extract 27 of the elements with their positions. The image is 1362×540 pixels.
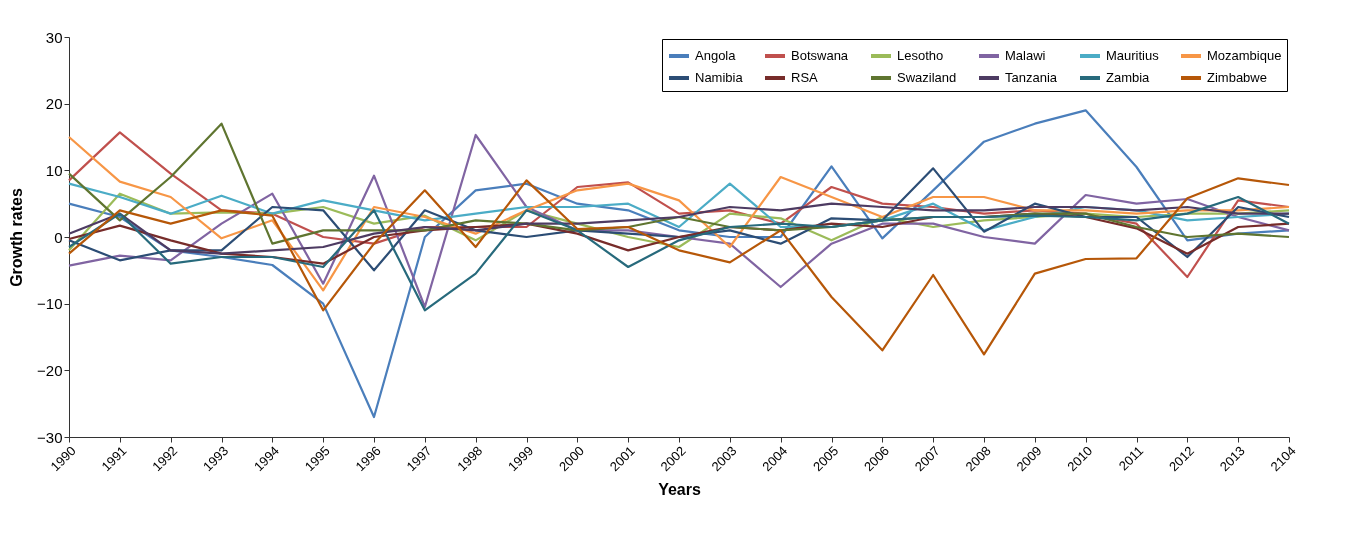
y-tick-label: 20 bbox=[45, 95, 63, 113]
line-series bbox=[67, 202, 1291, 255]
y-tick-label: −30 bbox=[37, 428, 63, 446]
legend-label: Botswana bbox=[791, 48, 849, 63]
line-series bbox=[67, 167, 1291, 272]
legend-label: Zambia bbox=[1106, 70, 1151, 85]
legend-label: Tanzania bbox=[1005, 70, 1058, 85]
y-axis-title: Growth rates bbox=[8, 188, 26, 287]
legend-label: RSA bbox=[791, 70, 819, 85]
legend-label: Lesotho bbox=[897, 48, 944, 63]
line-series bbox=[67, 177, 1291, 356]
y-tick-label: −10 bbox=[37, 295, 63, 313]
y-tick-label: 10 bbox=[45, 161, 63, 179]
line-series bbox=[67, 195, 1291, 312]
line-series bbox=[67, 192, 1291, 252]
legend-label: Angola bbox=[695, 48, 737, 63]
y-tick-label: −20 bbox=[37, 361, 63, 379]
legend-label: Namibia bbox=[695, 70, 744, 85]
x-axis-title: Years bbox=[658, 481, 701, 499]
y-tick-label: 30 bbox=[45, 28, 63, 46]
legend-label: Swaziland bbox=[897, 70, 957, 85]
legend-label: Mauritius bbox=[1106, 48, 1160, 63]
y-tick-label: 0 bbox=[54, 228, 63, 246]
legend-label: Zimbabwe bbox=[1207, 70, 1267, 85]
legend-label: Malawi bbox=[1005, 48, 1046, 63]
legend-label: Mozambique bbox=[1207, 48, 1282, 63]
line-series bbox=[67, 109, 1291, 419]
